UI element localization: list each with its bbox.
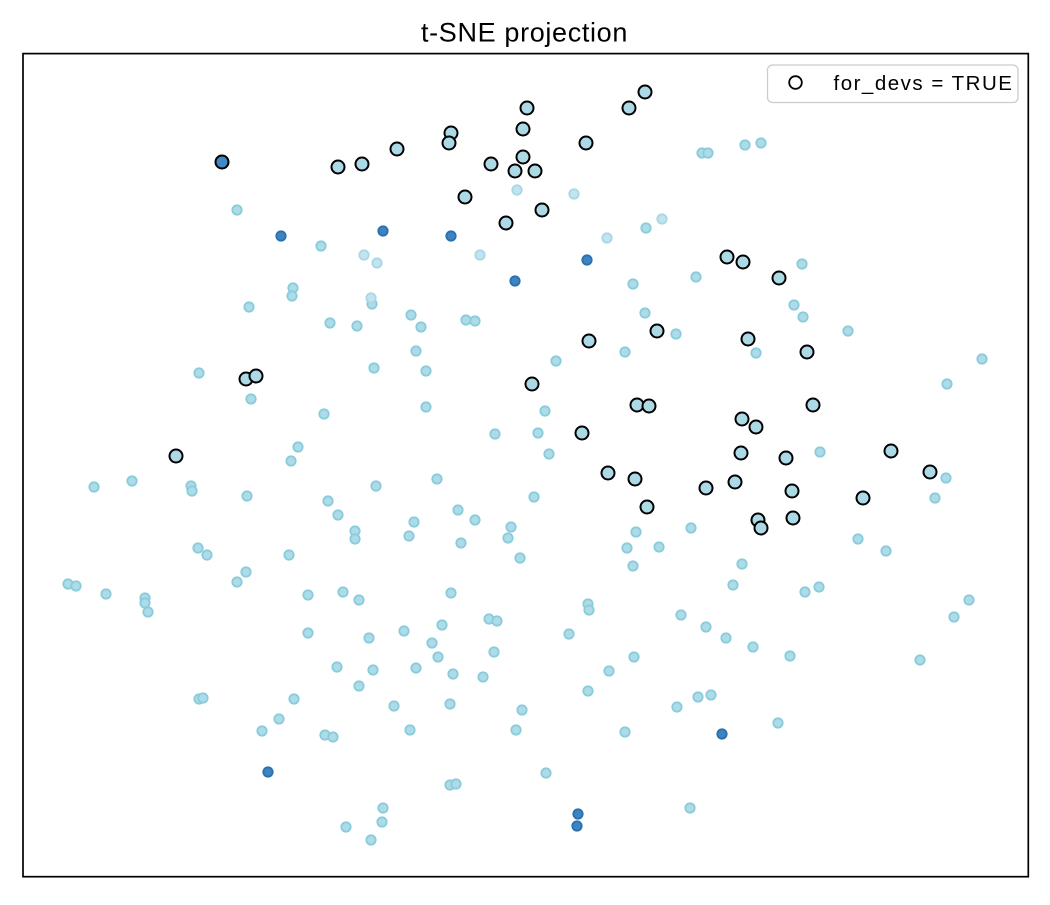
svg-text:for_devs = TRUE: for_devs = TRUE [834, 72, 1014, 95]
svg-text:t-SNE projection: t-SNE projection [421, 18, 628, 48]
